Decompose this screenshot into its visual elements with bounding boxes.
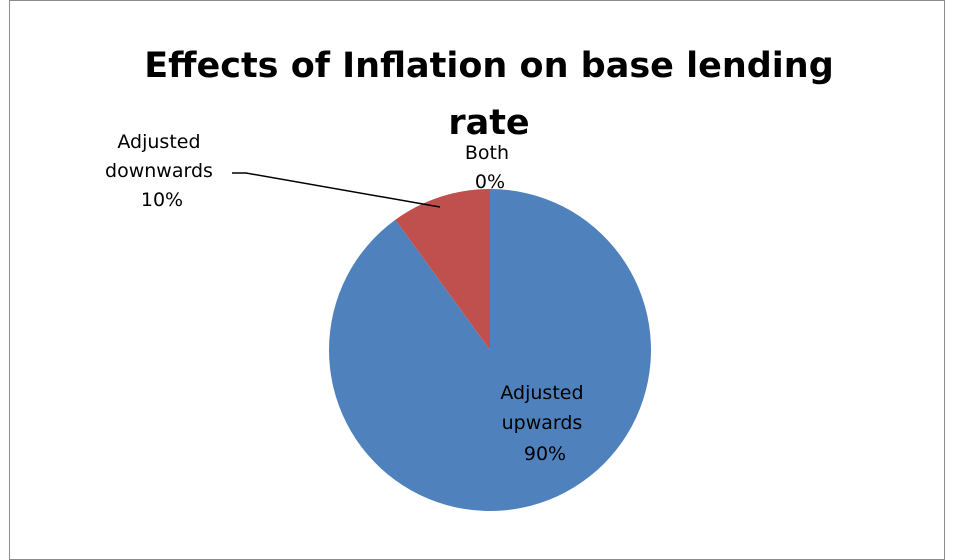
- slice-label-adjusted-upwards-line-2: upwards: [502, 412, 583, 434]
- pie-slices: [328, 189, 651, 512]
- leader-line-adjusted-downwards: [232, 172, 441, 208]
- chart-title: Effects of Inflation on base lending rat…: [0, 38, 957, 152]
- slice-label-adjusted-upwards-value: 90%: [524, 443, 566, 465]
- slice-label-adjusted-upwards: Adjusted upwards 90%: [500, 382, 589, 465]
- slice-label-both-line-1: Both: [465, 142, 509, 164]
- slice-label-adjusted-downwards-line-1: Adjusted: [117, 131, 200, 153]
- pie-chart: Adjusted upwards 90% Adjusted downwards …: [105, 131, 651, 512]
- chart-title-line-1: Effects of Inflation on base lending: [144, 46, 834, 86]
- chart-title-line-2: rate: [448, 103, 530, 143]
- slice-label-both: Both 0%: [465, 142, 515, 193]
- pie-slice-adjusted-downwards: [395, 189, 490, 350]
- slice-label-both-value: 0%: [475, 171, 505, 193]
- slice-label-adjusted-downwards: Adjusted downwards 10%: [105, 131, 219, 211]
- slice-label-adjusted-downwards-line-2: downwards: [105, 160, 213, 182]
- slice-label-adjusted-upwards-line-1: Adjusted: [500, 382, 583, 404]
- slice-label-adjusted-downwards-value: 10%: [141, 189, 183, 211]
